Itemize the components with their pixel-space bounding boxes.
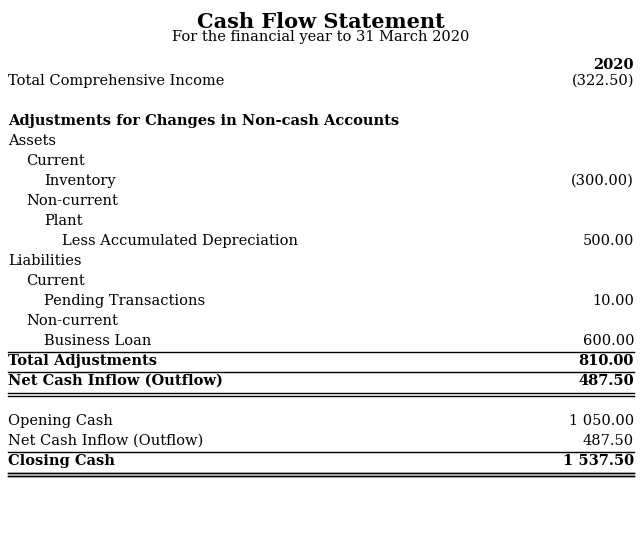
Text: Net Cash Inflow (Outflow): Net Cash Inflow (Outflow) [8, 374, 223, 388]
Text: (300.00): (300.00) [571, 174, 634, 188]
Text: 487.50: 487.50 [578, 374, 634, 388]
Text: Business Loan: Business Loan [44, 334, 152, 348]
Text: Assets: Assets [8, 134, 56, 148]
Text: 500.00: 500.00 [583, 234, 634, 248]
Text: 10.00: 10.00 [592, 294, 634, 308]
Text: (322.50): (322.50) [571, 74, 634, 88]
Text: Less Accumulated Depreciation: Less Accumulated Depreciation [62, 234, 298, 248]
Text: 2020: 2020 [593, 58, 634, 72]
Text: Total Comprehensive Income: Total Comprehensive Income [8, 74, 224, 88]
Text: Plant: Plant [44, 214, 83, 228]
Text: Liabilities: Liabilities [8, 254, 82, 268]
Text: Net Cash Inflow (Outflow): Net Cash Inflow (Outflow) [8, 434, 204, 448]
Text: Current: Current [26, 274, 85, 288]
Text: 1 537.50: 1 537.50 [563, 454, 634, 468]
Text: Opening Cash: Opening Cash [8, 414, 113, 428]
Text: 1 050.00: 1 050.00 [569, 414, 634, 428]
Text: Non-current: Non-current [26, 194, 118, 208]
Text: For the financial year to 31 March 2020: For the financial year to 31 March 2020 [172, 30, 470, 44]
Text: Total Adjustments: Total Adjustments [8, 354, 157, 368]
Text: Closing Cash: Closing Cash [8, 454, 115, 468]
Text: Inventory: Inventory [44, 174, 116, 188]
Text: 600.00: 600.00 [582, 334, 634, 348]
Text: 810.00: 810.00 [578, 354, 634, 368]
Text: Non-current: Non-current [26, 314, 118, 328]
Text: Cash Flow Statement: Cash Flow Statement [197, 12, 445, 32]
Text: 487.50: 487.50 [583, 434, 634, 448]
Text: Current: Current [26, 154, 85, 168]
Text: Pending Transactions: Pending Transactions [44, 294, 205, 308]
Text: Adjustments for Changes in Non-cash Accounts: Adjustments for Changes in Non-cash Acco… [8, 114, 399, 128]
